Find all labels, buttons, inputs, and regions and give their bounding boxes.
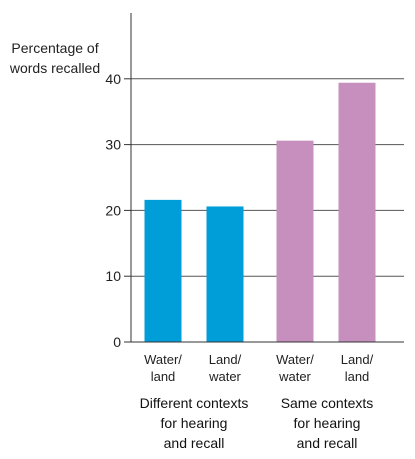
y-tick-label-0: 0 xyxy=(113,334,121,350)
y-axis-label-line-1: Percentage of xyxy=(11,40,99,56)
category-label-0-line-2: land xyxy=(151,369,176,384)
category-label-2-line-1: Water/ xyxy=(276,352,314,367)
category-label-3-line-1: Land/ xyxy=(341,352,374,367)
group-label-different-line-2: for hearing xyxy=(160,415,228,431)
group-label-same-line-3: and recall xyxy=(296,435,358,451)
group-label-same-line-2: for hearing xyxy=(293,415,361,431)
category-label-1-line-1: Land/ xyxy=(209,352,242,367)
y-tick-label-20: 20 xyxy=(105,202,121,218)
category-label-0-line-1: Water/ xyxy=(144,352,182,367)
category-label-2-line-2: water xyxy=(278,369,311,384)
group-label-different-line-3: and recall xyxy=(163,435,225,451)
bar-2 xyxy=(276,140,314,342)
bar-0 xyxy=(144,199,182,342)
group-label-same-contexts: Same contexts for hearing and recall xyxy=(262,393,392,453)
category-label-3-line-2: land xyxy=(345,369,370,384)
bar-3 xyxy=(338,82,376,343)
y-axis-label-line-2: words recalled xyxy=(9,60,101,76)
category-label-1-line-2: water xyxy=(208,369,241,384)
y-tick-label-10: 10 xyxy=(105,268,121,284)
y-axis-label: Percentage of words recalled xyxy=(0,38,110,78)
y-tick-label-30: 30 xyxy=(105,137,121,153)
y-tick-label-40: 40 xyxy=(105,71,121,87)
group-label-same-line-1: Same contexts xyxy=(280,395,374,411)
bar-1 xyxy=(206,206,244,342)
group-label-different-line-1: Different contexts xyxy=(139,395,249,411)
group-label-different-contexts: Different contexts for hearing and recal… xyxy=(129,393,259,453)
